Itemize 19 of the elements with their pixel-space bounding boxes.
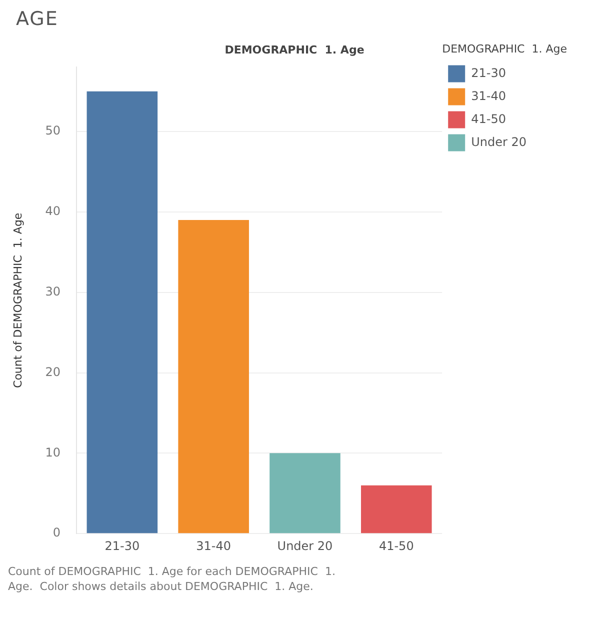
y-tick-label: 50 <box>45 124 60 138</box>
legend-label: 21-30 <box>471 66 506 80</box>
chart-title: AGE <box>16 8 60 30</box>
x-tick-label: 41-50 <box>378 538 414 553</box>
legend-label: 41-50 <box>471 112 506 126</box>
legend-title: DEMOGRAPHIC 1. Age <box>442 42 568 56</box>
legend-label: Under 20 <box>471 134 526 149</box>
x-tick-label: 31-40 <box>196 538 232 553</box>
x-tick-label: 21-30 <box>104 538 140 553</box>
legend-label: 31-40 <box>471 88 506 103</box>
y-tick-label: 30 <box>45 284 60 298</box>
y-axis-title: Count of DEMOGRAPHIC 1. Age <box>11 212 24 388</box>
y-tick-label: 10 <box>45 445 60 460</box>
y-tick-label: 0 <box>52 526 60 540</box>
y-tick-label: 20 <box>45 364 60 379</box>
text: Count of DEMOGRAPHIC 1. Age for each DEMOGRAPHIC 1. Age. Color shows details about DEMOGRAPHIC 1. Age. <box>8 564 336 594</box>
x-tick-label: Under 20 <box>277 538 333 553</box>
x-axis-title: DEMOGRAPHIC 1. Age <box>224 43 364 56</box>
y-tick-label: 40 <box>45 204 60 218</box>
